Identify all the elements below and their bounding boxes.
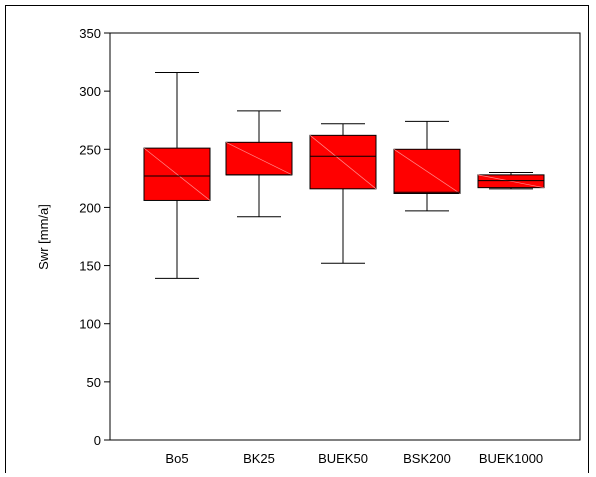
- box-highlight: [393, 148, 461, 194]
- y-tick-label: 300: [79, 84, 101, 99]
- x-tick-label: BK25: [243, 451, 275, 466]
- x-tick-label: Bo5: [165, 451, 188, 466]
- y-tick-label: 100: [79, 317, 101, 332]
- y-tick-label: 50: [87, 375, 101, 390]
- y-tick-label: 350: [79, 26, 101, 41]
- box-highlight: [225, 141, 293, 176]
- y-tick-label: 0: [94, 433, 101, 448]
- x-tick-label: BUEK1000: [479, 451, 543, 466]
- chart-frame: [5, 5, 589, 473]
- box-highlight: [477, 174, 545, 189]
- plot-area-border: [109, 32, 581, 441]
- y-tick-label: 200: [79, 200, 101, 215]
- x-tick-label: BSK200: [403, 451, 451, 466]
- box-highlight: [309, 135, 377, 190]
- x-tick-label: BUEK50: [318, 451, 368, 466]
- box-highlight: [143, 147, 211, 201]
- y-tick-label: 150: [79, 259, 101, 274]
- y-axis-label: Swr [mm/a]: [36, 204, 51, 270]
- y-tick-label: 250: [79, 142, 101, 157]
